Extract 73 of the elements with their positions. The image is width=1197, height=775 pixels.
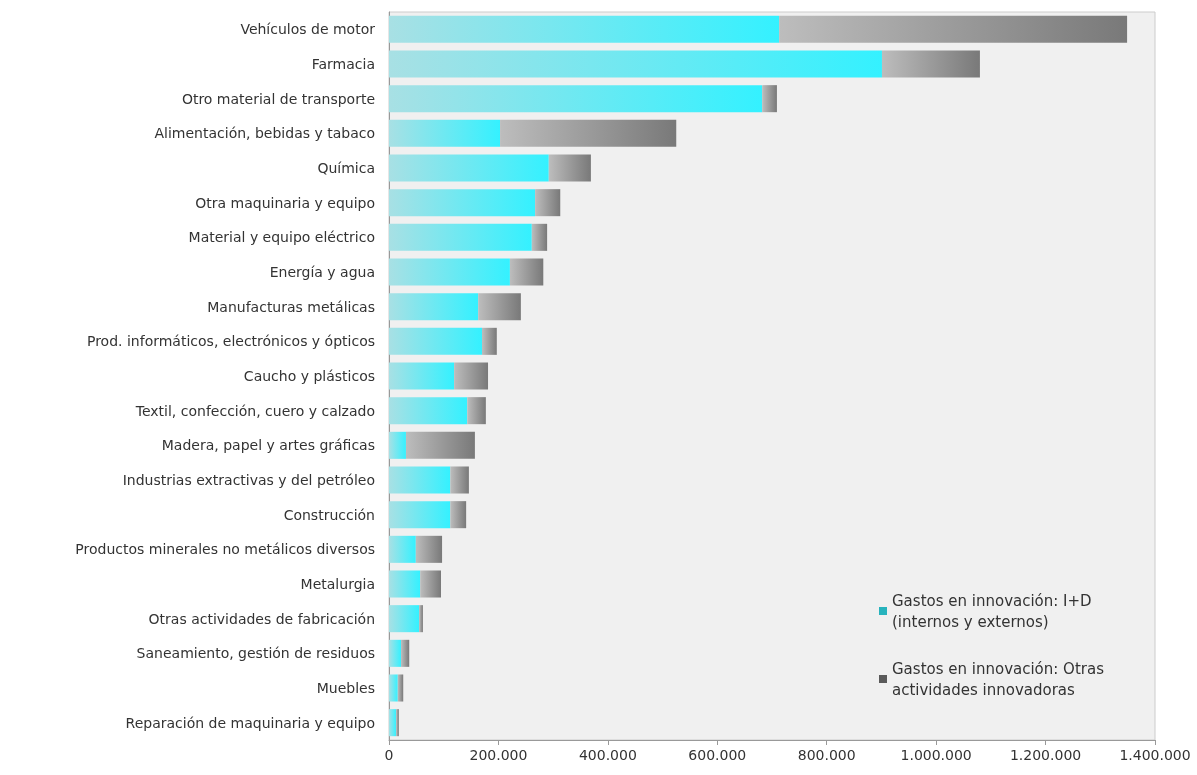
bar	[389, 189, 536, 217]
bar	[415, 535, 443, 563]
bar	[881, 50, 980, 78]
bar	[450, 501, 467, 529]
y-tick-label: Química	[317, 160, 375, 176]
bar	[389, 674, 398, 702]
y-tick-label: Madera, papel y artes gráficas	[161, 437, 375, 454]
x-tick-label: 1.200.000	[1009, 747, 1082, 763]
x-tick-label: 400.000	[578, 747, 637, 763]
x-tick-label: 1.400.000	[1119, 747, 1191, 763]
bar	[389, 154, 549, 182]
bar	[389, 397, 468, 425]
bar	[389, 293, 479, 321]
legend-label: Gastos en innovación: I+D (internos y externos)	[892, 591, 1097, 631]
bar	[401, 639, 410, 667]
bar	[500, 119, 677, 147]
y-tick-label: Muebles	[316, 680, 375, 696]
bar	[389, 15, 780, 43]
bar	[389, 85, 763, 113]
bar	[389, 362, 455, 390]
bar	[405, 431, 475, 459]
x-tick-label: 600.000	[688, 747, 747, 763]
bar	[389, 570, 421, 598]
bar	[450, 466, 469, 494]
bar	[779, 15, 1128, 43]
bar	[482, 327, 497, 355]
bar	[467, 397, 486, 425]
bar	[389, 119, 501, 147]
bar	[509, 258, 544, 286]
y-tick-label: Vehículos de motor	[240, 21, 376, 38]
x-tick-label: 800.000	[797, 747, 856, 763]
y-tick-label: Energía y agua	[269, 264, 375, 280]
bar	[478, 293, 521, 321]
bar	[396, 709, 399, 737]
bar	[389, 639, 402, 667]
bar	[389, 223, 532, 251]
y-tick-label: Saneamiento, gestión de residuos	[136, 645, 375, 662]
y-tick-label: Caucho y plásticos	[243, 368, 375, 384]
bar	[531, 223, 548, 251]
y-tick-label: Prod. informáticos, electrónicos y ópticos	[86, 333, 375, 350]
legend-label: Gastos en innovación: Otras actividades innovadoras	[892, 659, 1109, 699]
y-tick-label: Construcción	[283, 506, 375, 523]
bar	[389, 466, 451, 494]
y-tick-label: Otras actividades de fabricación	[148, 610, 375, 627]
y-tick-label: Otra maquinaria y equipo	[195, 194, 375, 211]
bar	[389, 431, 406, 459]
bar	[548, 154, 591, 182]
y-tick-label: Manufacturas metálicas	[207, 298, 375, 315]
bar	[535, 189, 561, 217]
bar	[389, 709, 397, 737]
bar	[389, 605, 420, 633]
y-tick-label: Farmacia	[311, 56, 375, 72]
x-tick-label: 1.000.000	[900, 747, 972, 763]
bar	[762, 85, 777, 113]
bar	[419, 605, 423, 633]
x-tick-label: 200.000	[469, 747, 528, 763]
bar	[389, 327, 483, 355]
y-tick-label: Metalurgia	[300, 576, 375, 592]
y-tick-label: Productos minerales no metálicos diversos	[75, 541, 375, 558]
y-tick-label: Otro material de transporte	[181, 90, 375, 107]
y-tick-label: Material y equipo eléctrico	[188, 229, 375, 246]
y-tick-label: Alimentación, bebidas y tabaco	[154, 125, 375, 142]
y-tick-label: Reparación de maquinaria y equipo	[125, 714, 375, 731]
bar	[454, 362, 489, 390]
bar	[389, 501, 451, 529]
bar	[389, 535, 416, 563]
x-tick-label: 0	[384, 747, 394, 763]
y-tick-label: Industrias extractivas y del petróleo	[122, 472, 375, 488]
bar	[397, 674, 404, 702]
bar	[389, 258, 510, 286]
bar	[389, 50, 882, 78]
bar	[420, 570, 441, 598]
y-tick-label: Textil, confección, cuero y calzado	[134, 402, 375, 419]
